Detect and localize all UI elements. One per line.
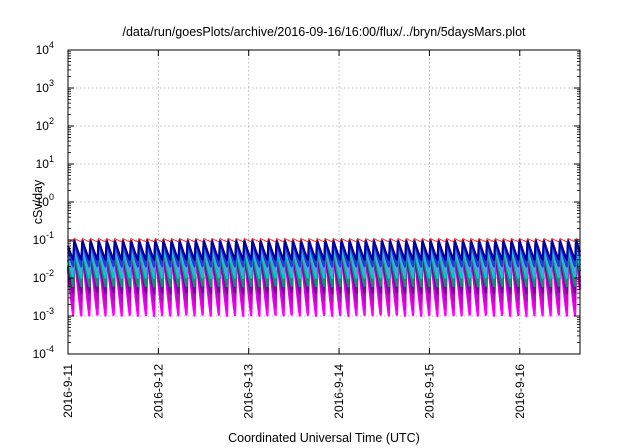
x-tick-label: 2016-9-16 [513, 364, 527, 419]
x-tick-label: 2016-9-14 [332, 364, 346, 419]
series-line-10 [67, 237, 581, 243]
y-tick-label: 104 [36, 40, 54, 57]
y-tick-label: 103 [36, 78, 54, 95]
ticks-layer: 10-4 10-3 10-2 10-1 100 101 102 103 104 2016-9-11… [33, 40, 580, 419]
y-tick-label: 10-2 [33, 268, 54, 285]
x-tick-label: 2016-9-12 [151, 364, 165, 419]
y-tick-label: 10-3 [33, 306, 54, 323]
series-layer [66, 237, 582, 318]
series-line-9 [66, 238, 582, 261]
y-tick-label: 100 [36, 192, 54, 209]
x-tick-label: 2016-9-11 [61, 364, 75, 418]
y-tick-label: 10-1 [33, 230, 54, 247]
y-axis-label: cSv/day [31, 179, 45, 224]
x-tick-label: 2016-9-15 [422, 364, 436, 419]
y-tick-label: 10-4 [33, 344, 54, 361]
chart-title: /data/run/goesPlots/archive/2016-09-16/1… [122, 25, 526, 39]
x-tick-label: 2016-9-13 [242, 364, 256, 419]
x-axis-label: Coordinated Universal Time (UTC) [228, 431, 420, 445]
y-tick-label: 101 [36, 154, 54, 171]
y-tick-label: 102 [36, 116, 54, 133]
